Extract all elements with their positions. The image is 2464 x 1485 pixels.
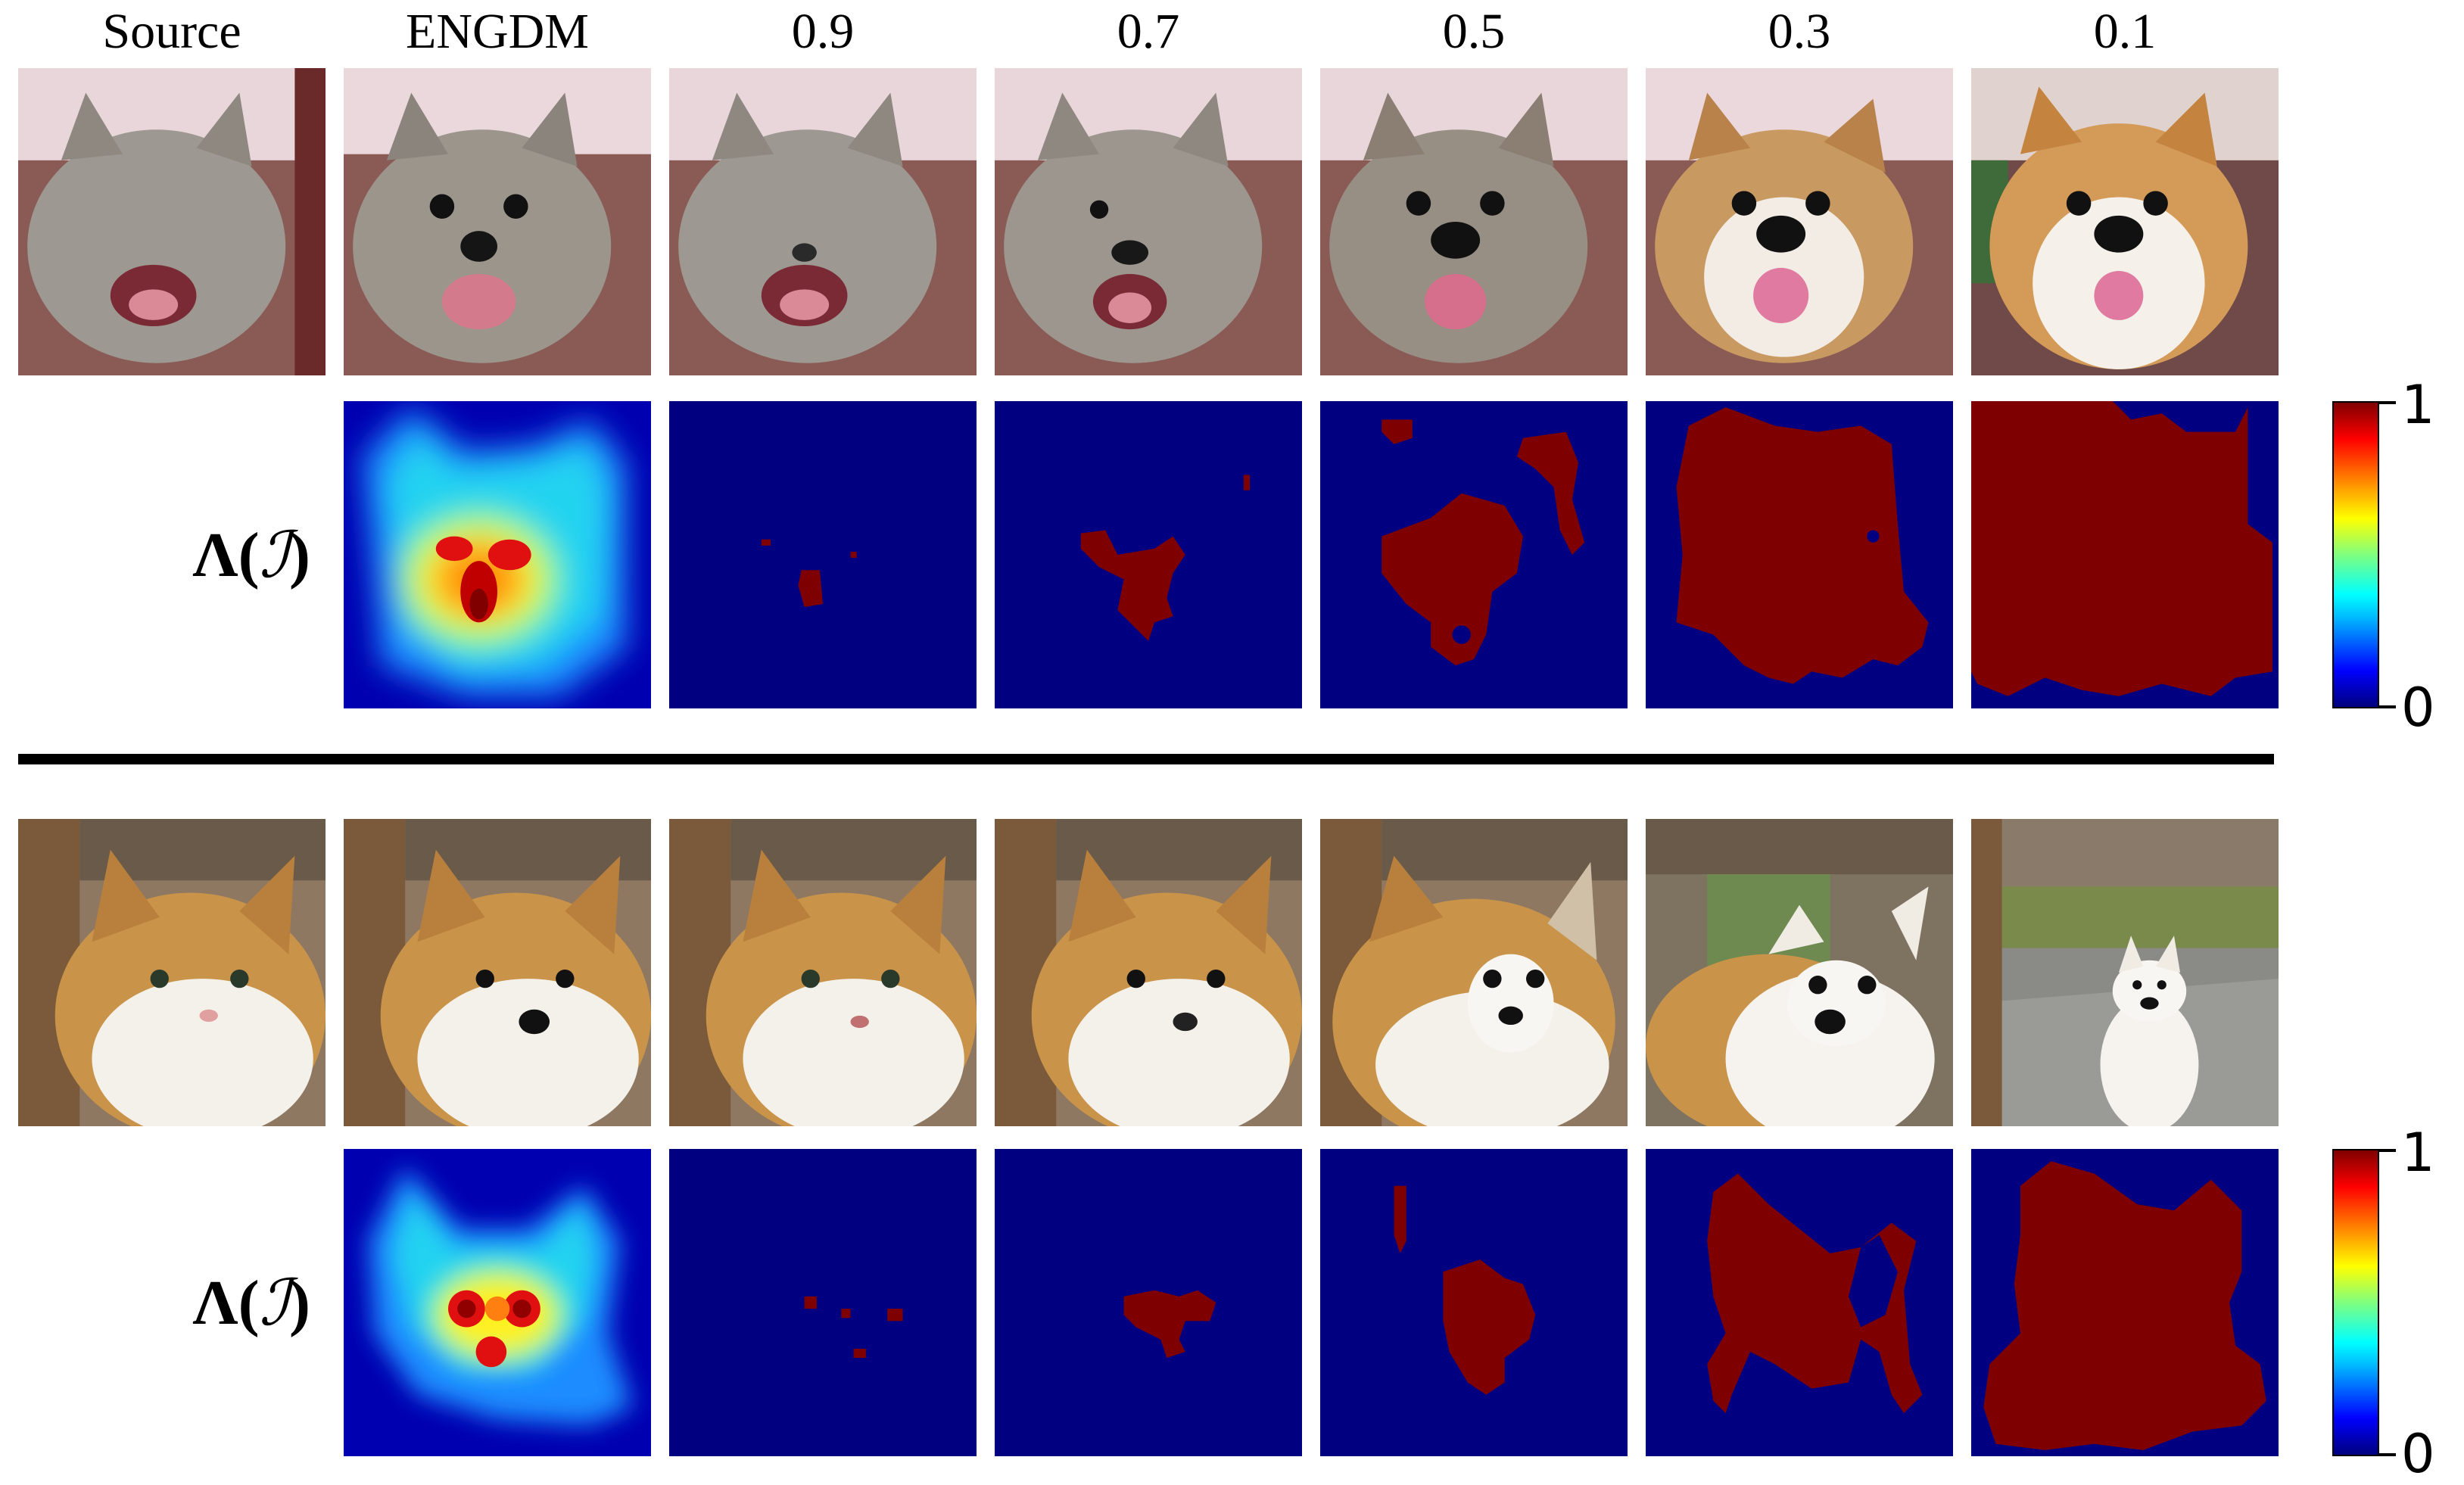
colorbar-bottom-tick-max [2379,1149,2396,1152]
colorbar-bottom [2332,1149,2379,1456]
colorbar-bottom-min-label: 0 [2401,1423,2435,1485]
colorbar-top [2332,401,2379,708]
example1-row-label: Λ(ℐ) [18,401,310,708]
open-paren: ( [238,519,260,590]
example1-mask-0-5 [1320,401,1628,708]
example2-mask-0-5 [1320,1149,1628,1456]
colorbar-top-min-label: 0 [2401,677,2435,739]
lambda-symbol: Λ [192,519,238,590]
example2-mask-0-1 [1971,1149,2279,1456]
example1-photo-0-7 [995,68,1302,375]
example1-photo-0-3 [1646,68,1953,375]
column-header-0-3: 0.3 [1768,4,1831,59]
example2-photo-0-3 [1646,819,1953,1126]
close-paren: ) [289,1267,310,1338]
example1-heatmap-engdm [344,401,651,708]
example2-row-label: Λ(ℐ) [18,1149,310,1456]
close-paren: ) [289,519,310,590]
column-header-engdm: ENGDM [406,4,589,59]
example2-heatmap-engdm [344,1149,651,1456]
example2-photo-0-9 [669,819,977,1126]
example2-photo-0-7 [995,819,1302,1126]
example1-mask-0-7 [995,401,1302,708]
example1-photo-0-5 [1320,68,1628,375]
separator-line [18,754,2274,764]
image-symbol: ℐ [259,518,290,592]
column-header-0-7: 0.7 [1117,4,1180,59]
lambda-symbol: Λ [192,1267,238,1338]
example1-photo-engdm [344,68,651,375]
example1-photo-0-1 [1971,68,2279,375]
image-symbol: ℐ [259,1266,290,1340]
colorbar-top-tick-max [2379,401,2396,404]
example2-photo-source [18,819,326,1126]
example1-photo-source [18,68,326,375]
example2-photo-0-5 [1320,819,1628,1126]
colorbar-bottom-max-label: 1 [2401,1122,2435,1184]
example2-photo-engdm [344,819,651,1126]
colorbar-bottom-tick-min [2379,1453,2396,1456]
example2-mask-0-7 [995,1149,1302,1456]
open-paren: ( [238,1267,260,1338]
example1-mask-0-3 [1646,401,1953,708]
colorbar-top-tick-min [2379,705,2396,708]
example1-photo-0-9 [669,68,977,375]
example2-photo-0-1 [1971,819,2279,1126]
column-header-0-1: 0.1 [2093,4,2157,59]
column-header-source: Source [102,4,241,59]
column-header-0-9: 0.9 [791,4,855,59]
example2-mask-0-9 [669,1149,977,1456]
example1-mask-0-1 [1971,401,2279,708]
column-header-0-5: 0.5 [1442,4,1506,59]
example1-mask-0-9 [669,401,977,708]
colorbar-top-max-label: 1 [2401,374,2435,436]
example2-mask-0-3 [1646,1149,1953,1456]
